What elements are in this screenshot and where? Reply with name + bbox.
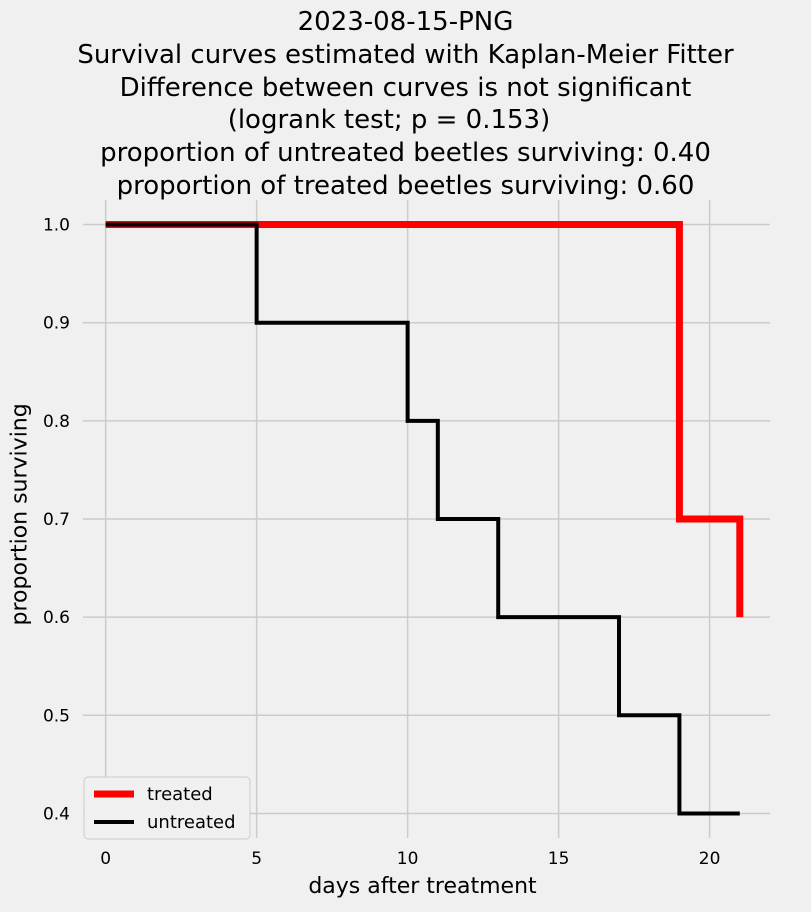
- x-tick-label: 15: [548, 849, 570, 869]
- x-tick-label: 0: [100, 849, 111, 869]
- y-tick-label: 1.0: [43, 216, 70, 236]
- series-line-treated: [105, 221, 744, 618]
- title-line-4: (logrank test; p = 0.153): [227, 105, 584, 135]
- grid: [83, 200, 770, 838]
- y-tick-label: 0.5: [43, 706, 70, 726]
- y-tick-label: 0.9: [43, 314, 70, 334]
- legend-label-treated: treated: [147, 784, 213, 805]
- y-tick-label: 0.8: [43, 412, 70, 432]
- y-ticks: 0.4 0.5 0.6 0.7 0.8 0.9 1.0: [43, 216, 70, 825]
- x-tick-label: 20: [699, 849, 721, 869]
- x-ticks: 0 5 10 15 20: [100, 849, 720, 869]
- title-line-3: Difference between curves is not signifi…: [119, 73, 692, 103]
- y-tick-label: 0.6: [43, 608, 70, 628]
- x-axis-label: days after treatment: [308, 874, 537, 899]
- series-line-untreated: [105, 222, 740, 816]
- y-tick-label: 0.7: [43, 510, 70, 530]
- series-lines: [105, 221, 744, 816]
- title-line-1: 2023-08-15-PNG: [297, 7, 514, 37]
- title-line-6: proportion of treated beetles surviving:…: [116, 171, 695, 201]
- y-axis-label: proportion surviving: [7, 403, 33, 626]
- legend-label-untreated: untreated: [147, 812, 236, 833]
- legend: treated untreated: [83, 776, 251, 840]
- y-tick-label: 0.4: [43, 804, 70, 824]
- x-tick-label: 10: [397, 849, 419, 869]
- x-tick-label: 5: [251, 849, 262, 869]
- title-line-2: Survival curves estimated with Kaplan-Me…: [77, 40, 734, 70]
- title-line-5: proportion of untreated beetles survivin…: [100, 138, 711, 168]
